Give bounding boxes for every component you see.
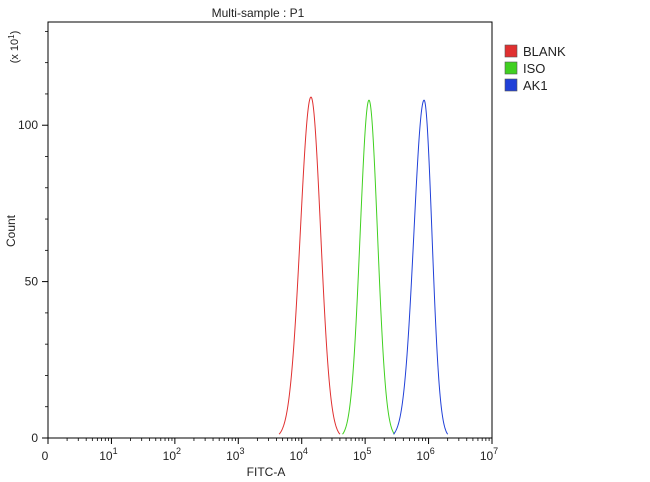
legend-label: AK1 xyxy=(523,78,548,93)
x-tick-label: 105 xyxy=(353,446,371,463)
y-tick-label: 50 xyxy=(25,275,39,289)
legend-label: BLANK xyxy=(523,44,566,59)
y-tick-label: 100 xyxy=(18,118,38,132)
x-tick-label: 102 xyxy=(163,446,181,463)
x-tick-label: 107 xyxy=(480,446,498,463)
x-tick-label: 106 xyxy=(416,446,434,463)
legend-label: ISO xyxy=(523,61,545,76)
chart-title: Multi-sample : P1 xyxy=(212,6,305,20)
x-axis-label: FITC-A xyxy=(247,465,286,479)
plot-border xyxy=(47,21,493,439)
y-axis-multiplier: (x 101) xyxy=(7,31,21,64)
x-tick-label: 103 xyxy=(226,446,244,463)
y-axis-label: Count xyxy=(4,214,18,247)
x-tick-label: 104 xyxy=(290,446,308,463)
legend-swatch xyxy=(504,61,518,75)
series-curve-iso xyxy=(342,99,395,435)
legend: BLANK ISO AK1 xyxy=(504,44,566,93)
legend-swatch xyxy=(504,78,518,92)
x-tick-label: 0 xyxy=(42,449,49,463)
plot-frame xyxy=(47,21,493,439)
series-curve-ak1 xyxy=(393,99,449,435)
series-curve-blank xyxy=(278,96,341,435)
y-tick-label: 0 xyxy=(31,431,38,445)
x-axis-ticks: 0 101 102 103 104 105 106 107 xyxy=(42,438,498,463)
y-axis-ticks: 0 50 100 xyxy=(18,30,48,445)
x-tick-label: 101 xyxy=(99,446,117,463)
series-layer xyxy=(278,96,449,435)
legend-swatch xyxy=(504,44,518,58)
